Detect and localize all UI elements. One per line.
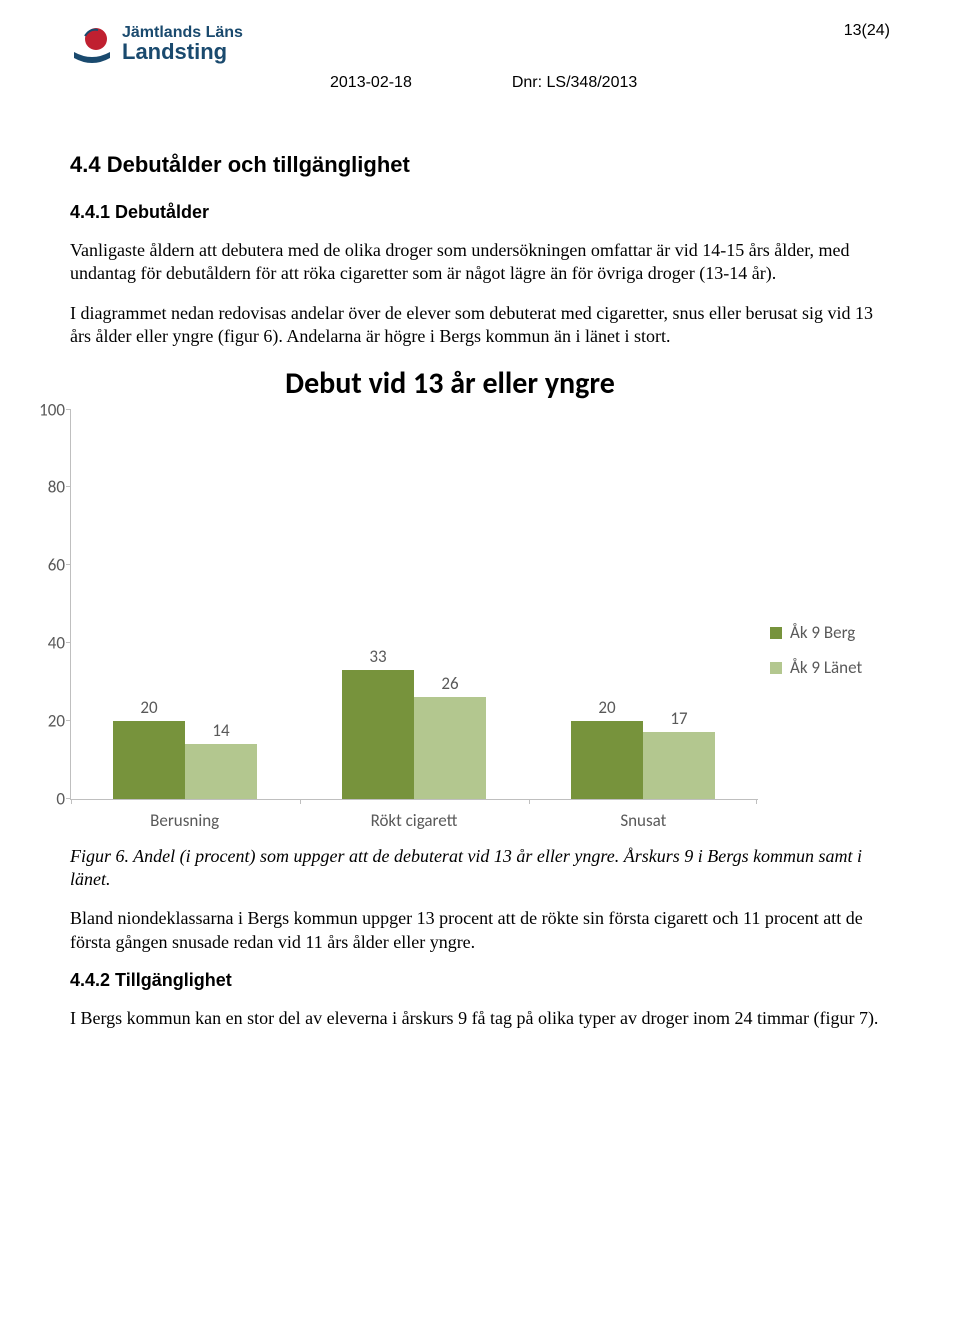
- body-paragraph: Bland niondeklassarna i Bergs kommun upp…: [70, 907, 890, 954]
- chart-bar: 33: [342, 670, 414, 798]
- legend-item: Åk 9 Länet: [770, 657, 890, 678]
- chart-x-axis: BerusningRökt cigarettSnusat: [70, 810, 758, 831]
- org-name-line2: Landsting: [122, 41, 243, 63]
- doc-date: 2013-02-18: [330, 74, 412, 92]
- chart-bar: 17: [643, 732, 715, 798]
- y-tick-label: 100: [31, 399, 65, 420]
- doc-meta: 2013-02-18 Dnr: LS/348/2013: [330, 74, 890, 92]
- y-tick-label: 0: [31, 788, 65, 809]
- x-tick-label: Berusning: [70, 810, 299, 831]
- y-tick-label: 20: [31, 710, 65, 731]
- bar-value-label: 17: [670, 708, 687, 729]
- bar-value-label: 14: [212, 720, 229, 741]
- chart-bar: 14: [185, 744, 257, 798]
- chart-title: Debut vid 13 år eller yngre: [10, 365, 890, 402]
- legend-swatch: [770, 627, 782, 639]
- chart-bar: 20: [571, 721, 643, 799]
- chart-legend: Åk 9 Berg Åk 9 Länet: [770, 410, 890, 831]
- bar-value-label: 26: [441, 673, 458, 694]
- logo: Jämtlands Läns Landsting: [70, 22, 243, 66]
- bar-value-label: 20: [598, 697, 615, 718]
- subsection-heading: 4.4.1 Debutålder: [70, 202, 890, 223]
- chart-bar: 20: [113, 721, 185, 799]
- bar-value-label: 20: [140, 697, 157, 718]
- debut-chart: Debut vid 13 år eller yngre 020406080100…: [70, 365, 890, 831]
- body-paragraph: I diagrammet nedan redovisas andelar öve…: [70, 302, 890, 349]
- page-number: 13(24): [844, 22, 890, 40]
- chart-plot-area: 020406080100201433262017: [70, 410, 758, 800]
- y-tick-label: 60: [31, 555, 65, 576]
- subsection-heading-2: 4.4.2 Tillgänglighet: [70, 970, 890, 991]
- y-tick-label: 40: [31, 632, 65, 653]
- x-tick-label: Rökt cigarett: [299, 810, 528, 831]
- bar-value-label: 33: [369, 646, 386, 667]
- legend-swatch: [770, 662, 782, 674]
- legend-label: Åk 9 Länet: [790, 657, 862, 678]
- body-paragraph: Vanligaste åldern att debutera med de ol…: [70, 239, 890, 286]
- x-tick-label: Snusat: [529, 810, 758, 831]
- body-paragraph: I Bergs kommun kan en stor del av elever…: [70, 1007, 890, 1030]
- legend-label: Åk 9 Berg: [790, 622, 855, 643]
- doc-dnr: Dnr: LS/348/2013: [512, 74, 637, 92]
- legend-item: Åk 9 Berg: [770, 622, 890, 643]
- chart-bar: 26: [414, 697, 486, 798]
- y-tick-label: 80: [31, 477, 65, 498]
- figure-caption: Figur 6. Andel (i procent) som uppger at…: [70, 845, 890, 892]
- page-header: Jämtlands Läns Landsting 13(24): [70, 22, 890, 66]
- logo-icon: [70, 22, 114, 66]
- section-heading: 4.4 Debutålder och tillgänglighet: [70, 152, 890, 178]
